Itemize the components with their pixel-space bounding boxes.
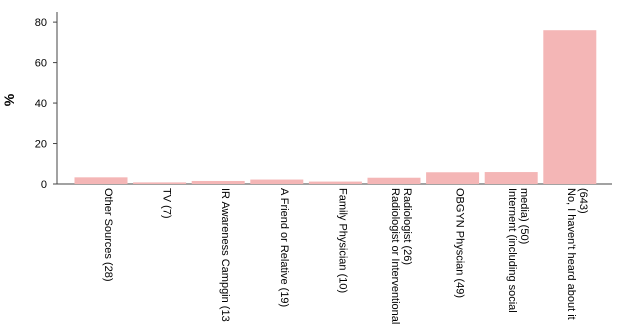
x-tick-label-line: TV (7) (161, 188, 173, 219)
x-tick-label: OBGYN Physcian (49) (454, 188, 466, 298)
x-tick-label-line: OBGYN Physcian (49) (454, 188, 466, 298)
bar (74, 177, 128, 184)
bar (367, 177, 421, 184)
x-tick-label-line: Family Physician (10) (336, 188, 348, 293)
x-tick-label-line: (643) (577, 188, 589, 214)
bars-group (74, 30, 597, 185)
x-tick-label-line: No, I haven't heard about it (565, 188, 577, 320)
y-tick-label: 60 (35, 58, 47, 70)
x-tick-label-line: Internent (including social (506, 188, 518, 313)
x-axis-labels: Other Sources (28) TV (7) IR Awareness Cam… (102, 188, 589, 324)
bar (191, 180, 245, 184)
bar (543, 30, 597, 185)
bar (484, 172, 538, 184)
x-tick-label-line: IR Awareness Campgin (13 (219, 188, 231, 322)
bar (426, 172, 480, 184)
x-tick-label-line: Radiologist (26) (401, 188, 413, 265)
x-tick-label: Internent (including social media) (50) (506, 188, 530, 313)
y-tick-label: 80 (35, 17, 47, 29)
x-tick-label-line: Other Sources (28) (102, 188, 114, 282)
x-tick-label: IR Awareness Campgin (13 (219, 188, 231, 322)
x-tick-label: Radiologist or Interventional Radiologist… (389, 188, 413, 324)
y-axis-ticks: 0 20 40 60 80 (35, 17, 57, 191)
x-tick-label-line: media) (50) (518, 188, 530, 244)
bar (250, 179, 304, 184)
x-tick-label-line: A Friend or Relative (19) (278, 188, 290, 307)
x-tick-label: A Friend or Relative (19) (278, 188, 290, 307)
x-tick-label-line: Radiologist or Interventional (389, 188, 401, 324)
bar (308, 181, 362, 184)
x-tick-label: Other Sources (28) (102, 188, 114, 282)
y-tick-label: 0 (41, 179, 47, 191)
y-tick-label: 40 (35, 98, 47, 110)
x-tick-label: No, I haven't heard about it (643) (565, 188, 589, 320)
x-tick-label: TV (7) (161, 188, 173, 219)
y-tick-label: 20 (35, 139, 47, 151)
bar (133, 182, 187, 184)
x-tick-label: Family Physician (10) (336, 188, 348, 293)
y-axis-label: % (1, 93, 17, 106)
